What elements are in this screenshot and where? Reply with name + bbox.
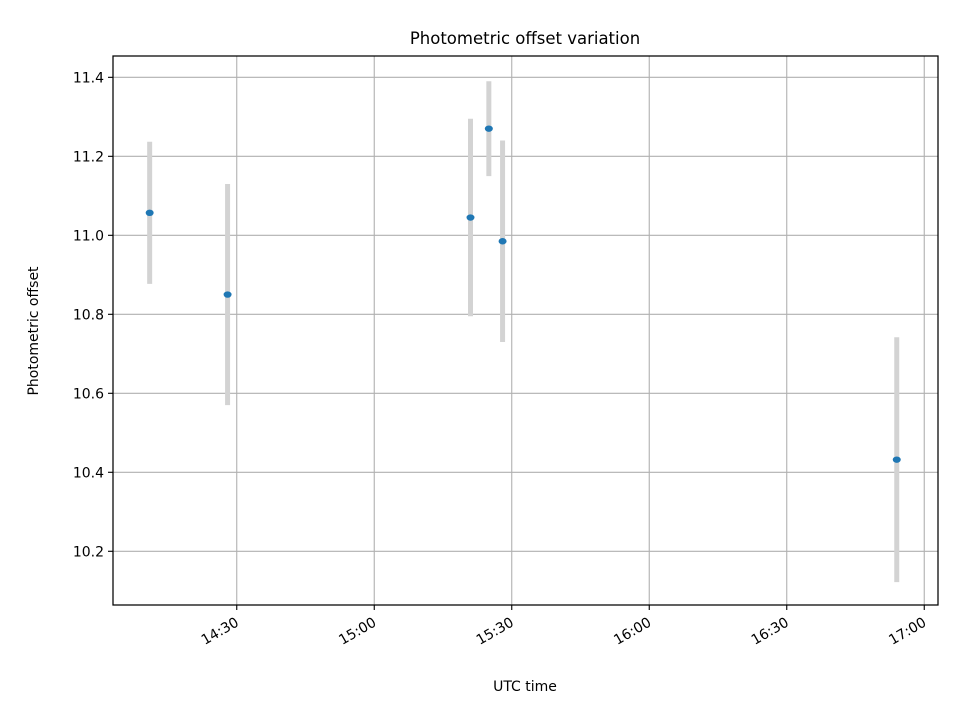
x-axis-ticks: 14:30 15:00 15:30 16:00 16:30 17:00 (199, 605, 929, 649)
y-tick-label: 10.2 (73, 544, 104, 560)
x-axis-label: UTC time (493, 679, 557, 695)
chart-title: Photometric offset variation (410, 29, 640, 48)
x-tick-label: 14:30 (199, 615, 242, 649)
y-axis-label: Photometric offset (26, 266, 42, 396)
x-tick-label: 16:00 (611, 615, 654, 649)
y-tick-label: 10.6 (73, 386, 104, 402)
data-point (223, 291, 232, 298)
y-tick-label: 11.4 (73, 70, 104, 86)
data-points (145, 125, 901, 463)
x-tick-label: 17:00 (886, 615, 929, 649)
data-point (498, 238, 507, 245)
grid (113, 56, 938, 605)
data-point (892, 456, 901, 463)
x-tick-label: 16:30 (749, 615, 792, 649)
plot-area-frame (112, 55, 939, 606)
y-tick-label: 10.4 (73, 465, 104, 481)
x-tick-label: 15:30 (474, 615, 517, 649)
data-point (484, 125, 493, 132)
data-point (145, 209, 154, 217)
data-point (466, 214, 475, 221)
y-axis-ticks: 10.2 10.4 10.6 10.8 11.0 11.2 11.4 (73, 70, 113, 560)
y-tick-label: 11.0 (73, 228, 104, 244)
y-tick-label: 11.2 (73, 149, 104, 165)
x-tick-label: 15:00 (336, 615, 379, 649)
y-tick-label: 10.8 (73, 307, 104, 323)
